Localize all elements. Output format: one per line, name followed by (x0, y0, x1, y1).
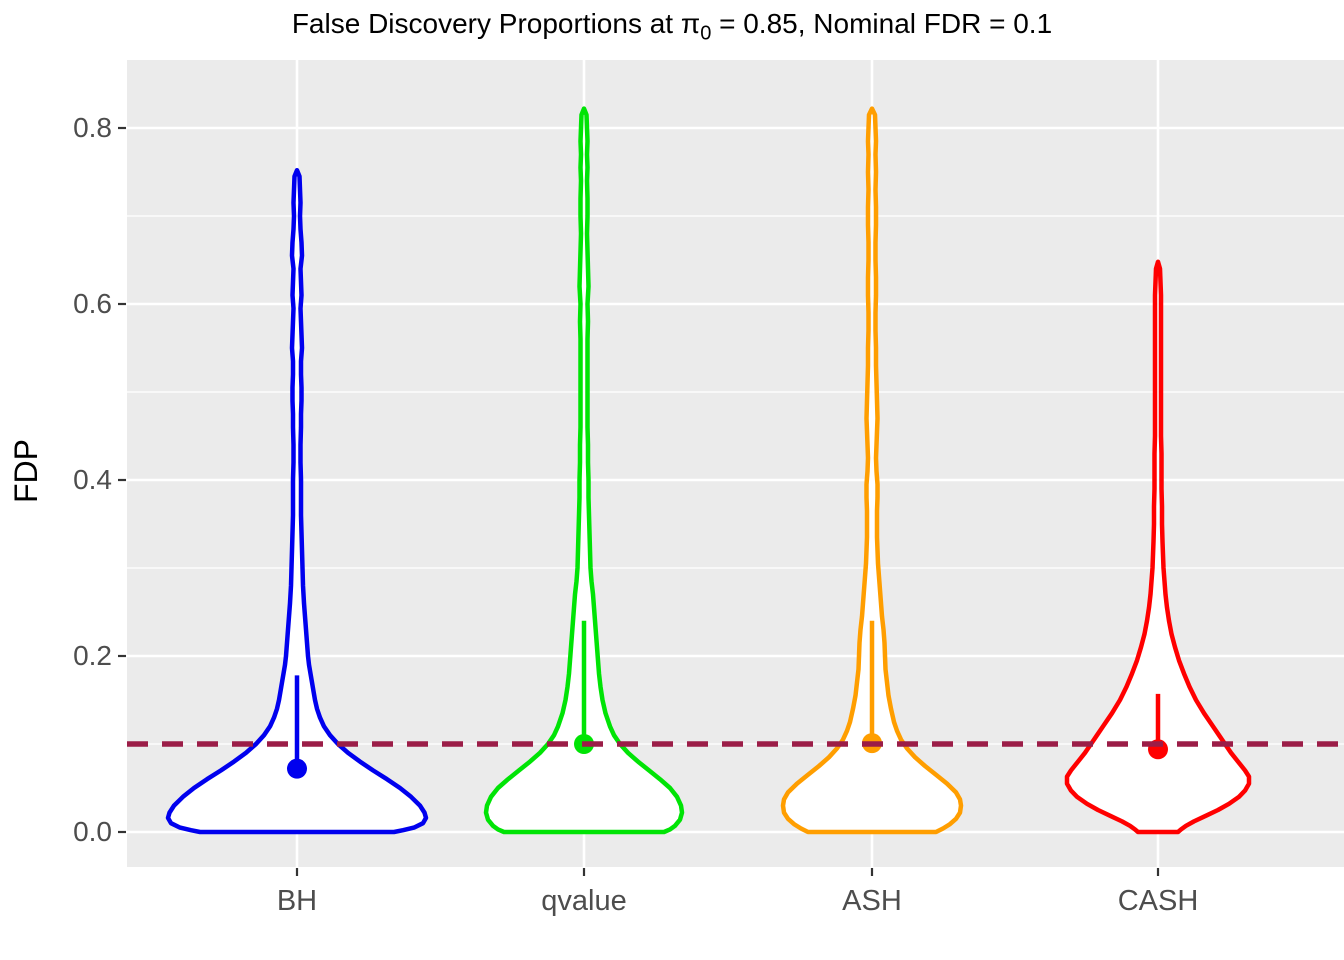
y-tick-label-1: 0.2 (73, 640, 112, 671)
x-tick-label-bh: BH (276, 885, 318, 917)
x-tick-label-qvalue: qvalue (541, 885, 627, 917)
pi-symbol: π (680, 8, 701, 39)
violin-ash (780, 106, 964, 835)
y-tick-label-3: 0.6 (73, 288, 112, 319)
chart-title-prefix: False Discovery Proportions at (291, 8, 681, 39)
chart-title-suffix: = 0.85, Nominal FDR = 0.1 (711, 8, 1053, 39)
y-tick-label-2: 0.4 (73, 464, 112, 495)
chart-title: False Discovery Proportions at π0 = 0.85… (0, 8, 1344, 44)
y-tick-label-4: 0.8 (73, 112, 112, 143)
x-tick-label-ash: ASH (842, 885, 902, 917)
mean-point-bh (287, 758, 307, 779)
violin-qvalue (483, 106, 685, 835)
x-tick-label-cash: CASH (1117, 885, 1199, 917)
y-tick-label-0: 0.0 (73, 816, 112, 847)
violin-cash (1064, 259, 1252, 835)
violin-bh (165, 167, 429, 835)
pi-subscript: 0 (700, 22, 712, 45)
